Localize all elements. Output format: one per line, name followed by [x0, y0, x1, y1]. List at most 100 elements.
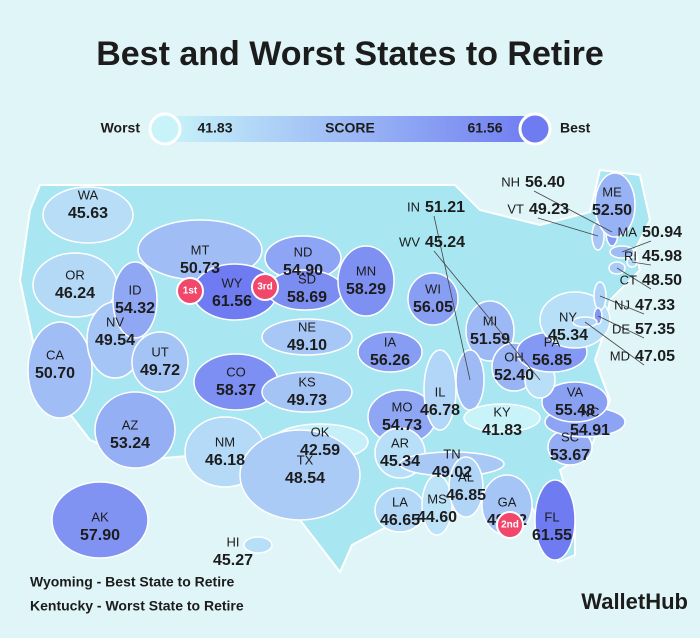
- state-score: 51.59: [470, 331, 510, 348]
- state-shape: [463, 403, 541, 433]
- state-score: 47.33: [635, 297, 675, 314]
- state-abbr: CA: [46, 347, 64, 362]
- rank-badge: [176, 277, 204, 305]
- state-score: 53.67: [550, 447, 590, 464]
- state-abbr: FL: [544, 509, 559, 524]
- rank-badge: [496, 511, 524, 539]
- state-abbr: DE: [612, 321, 630, 336]
- worst-note: Kentucky - Worst State to Retire: [30, 598, 244, 614]
- state-score: 56.85: [532, 352, 572, 369]
- state-abbr: CT: [620, 272, 637, 287]
- state-score: 57.35: [635, 321, 675, 338]
- state-score: 45.63: [68, 205, 108, 222]
- state-score: 47.05: [635, 348, 675, 365]
- state-score: 50.70: [35, 365, 75, 382]
- state-abbr: MA: [618, 224, 638, 239]
- state-score: 45.34: [380, 453, 420, 470]
- legend-bar: [165, 116, 535, 142]
- rank-label: 2nd: [501, 520, 519, 531]
- state-score: 58.37: [216, 382, 256, 399]
- state-abbr: MN: [356, 263, 376, 278]
- state-abbr: TN: [443, 446, 460, 461]
- state-shape: [337, 245, 395, 317]
- state-abbr: NY: [559, 309, 577, 324]
- leader-line: [616, 267, 652, 290]
- rank-badge: [251, 273, 279, 301]
- state-score: 48.50: [642, 272, 682, 289]
- legend-max: 61.56: [467, 120, 502, 136]
- state-abbr: GA: [498, 494, 517, 509]
- state-abbr: NC: [581, 404, 600, 419]
- state-abbr: OK: [311, 424, 330, 439]
- legend-high-label: Best: [560, 120, 591, 136]
- state-abbr: SC: [561, 429, 579, 444]
- state-score: 54.91: [570, 422, 610, 439]
- state-abbr: AK: [91, 509, 109, 524]
- state-shape: [42, 186, 134, 244]
- state-score: 42.59: [300, 442, 340, 459]
- brand: WalletHub: [581, 589, 688, 614]
- state-score: 56.05: [413, 299, 453, 316]
- state-score: 58.29: [346, 281, 386, 298]
- state-score: 56.40: [525, 174, 565, 191]
- state-score: 49.10: [287, 337, 327, 354]
- state-shape: [51, 481, 149, 559]
- state-score: 53.24: [110, 435, 150, 452]
- state-abbr: MS: [427, 491, 447, 506]
- state-score: 45.98: [642, 248, 682, 265]
- state-abbr: VA: [567, 384, 584, 399]
- state-score: 45.27: [213, 552, 253, 569]
- state-score: 58.69: [287, 289, 327, 306]
- state-shape: [541, 381, 609, 423]
- state-score: 44.60: [417, 509, 457, 526]
- leader-line: [433, 215, 471, 381]
- state-abbr: TX: [297, 452, 314, 467]
- state-abbr: MD: [610, 348, 630, 363]
- state-score: 46.24: [55, 285, 95, 302]
- state-abbr: AZ: [122, 417, 139, 432]
- state-score: 54.32: [115, 300, 155, 317]
- state-abbr: RI: [624, 248, 637, 263]
- state-abbr: NJ: [614, 297, 630, 312]
- state-score: 46.18: [205, 452, 245, 469]
- state-abbr: WA: [78, 187, 99, 202]
- state-score: 49.72: [140, 362, 180, 379]
- legend-low-label: Worst: [101, 120, 141, 136]
- state-abbr: NM: [215, 434, 235, 449]
- state-abbr: IL: [435, 384, 446, 399]
- state-score: 50.94: [642, 224, 682, 241]
- state-score: 56.26: [370, 352, 410, 369]
- state-score: 61.55: [532, 527, 572, 544]
- state-shape: [27, 321, 93, 419]
- rank-label: 3rd: [257, 282, 273, 293]
- state-abbr: IA: [384, 334, 397, 349]
- state-score: 49.73: [287, 392, 327, 409]
- state-abbr: LA: [392, 494, 408, 509]
- state-shape: [112, 261, 158, 339]
- state-shape: [131, 331, 189, 393]
- state-shape: [94, 391, 176, 469]
- state-abbr: NH: [501, 174, 520, 189]
- state-abbr: OH: [504, 349, 524, 364]
- state-score: 52.40: [494, 367, 534, 384]
- leader-line: [584, 321, 645, 366]
- state-abbr: AR: [391, 435, 409, 450]
- state-score: 61.56: [212, 293, 252, 310]
- state-shape: [357, 331, 423, 373]
- state-abbr: KY: [493, 404, 511, 419]
- title: Best and Worst States to Retire: [96, 35, 604, 73]
- legend-high: [518, 112, 552, 146]
- state-abbr: NE: [298, 319, 316, 334]
- legend-min: 41.83: [197, 120, 232, 136]
- state-shape: [594, 172, 636, 238]
- state-score: 41.83: [482, 422, 522, 439]
- leader-line: [597, 315, 645, 339]
- state-abbr: HI: [227, 534, 240, 549]
- legend-low: [148, 112, 182, 146]
- best-note: Wyoming - Best State to Retire: [30, 574, 235, 590]
- state-score: 52.50: [592, 202, 632, 219]
- state-shape: [243, 536, 273, 554]
- state-score: 46.78: [420, 402, 460, 419]
- state-abbr: WV: [399, 234, 420, 249]
